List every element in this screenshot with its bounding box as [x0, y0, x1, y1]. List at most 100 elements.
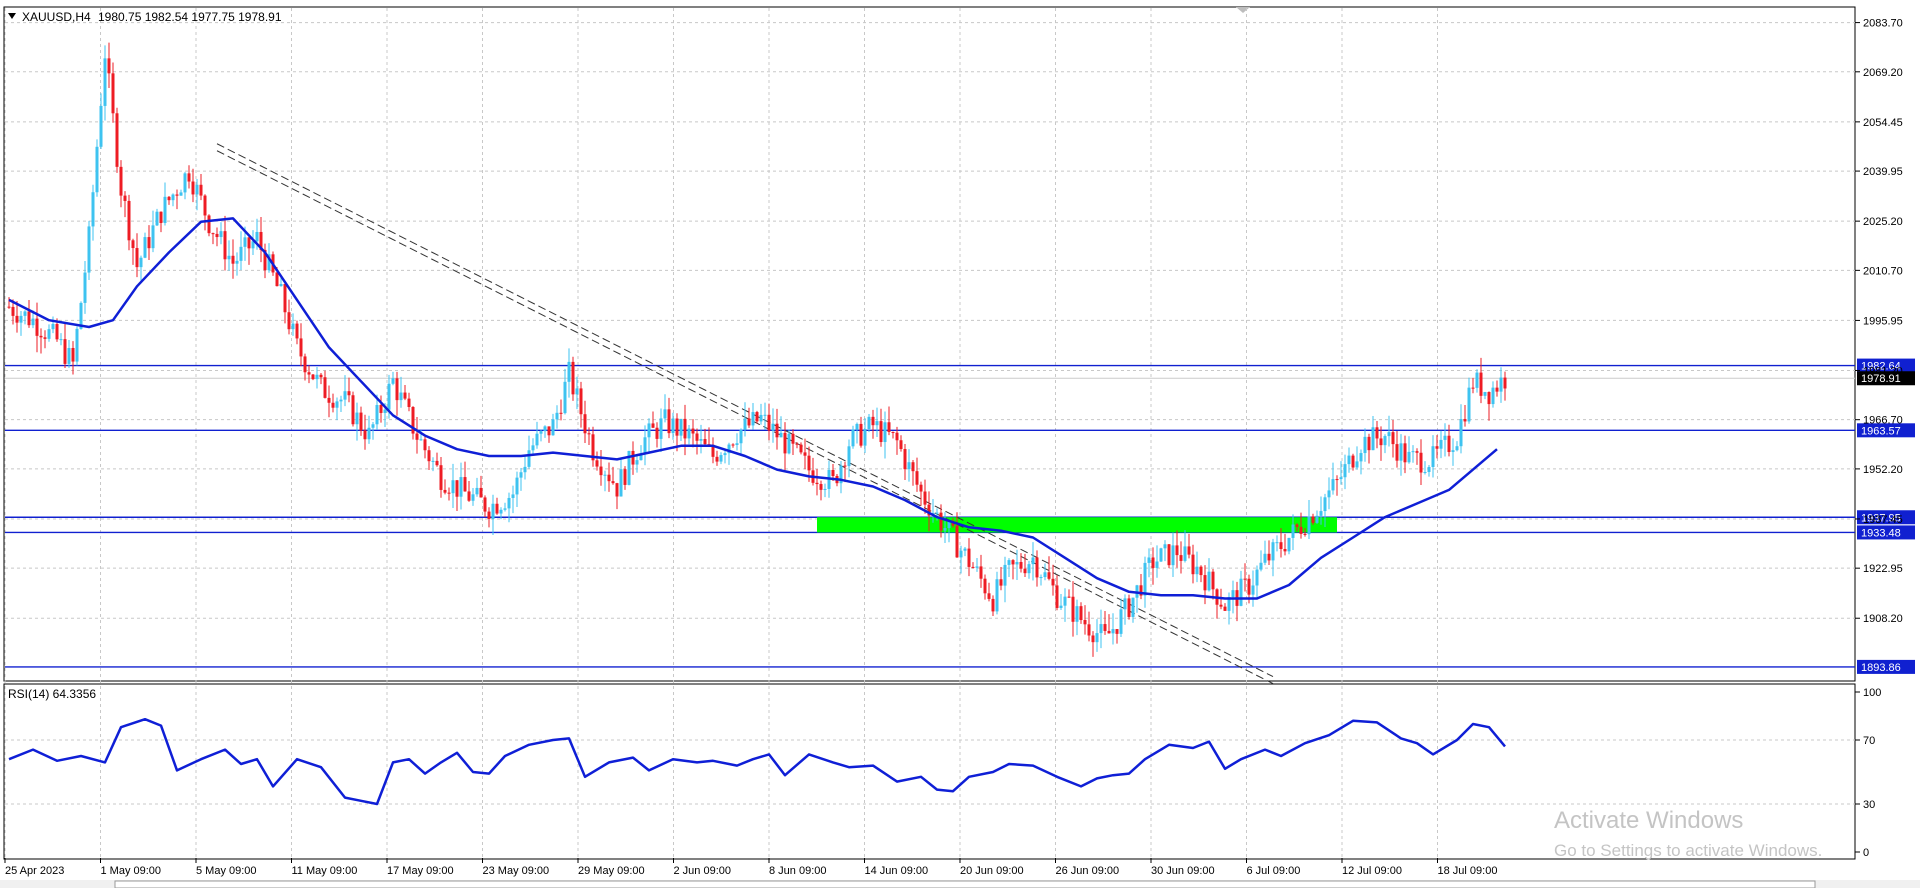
candle-body [103, 58, 107, 106]
candle-body [1375, 427, 1379, 439]
candle-body [127, 200, 131, 241]
candle-body [619, 469, 623, 497]
candle-body [95, 146, 99, 193]
candle-body [7, 306, 11, 308]
candle-body [727, 444, 731, 454]
candle-body [399, 392, 403, 401]
candle-body [419, 439, 423, 441]
candle-body [823, 488, 827, 490]
candle-body [47, 329, 51, 339]
candle-body [375, 405, 379, 425]
candle-body [1271, 542, 1275, 561]
candle-body [1183, 546, 1187, 561]
candle-body [367, 427, 371, 440]
price-level-tag [1857, 525, 1915, 540]
candle-body [1083, 620, 1087, 625]
time-tick-label: 30 Jun 09:00 [1151, 865, 1215, 877]
candle-body [735, 443, 739, 445]
candle-body [1163, 544, 1167, 549]
candle-body [1427, 466, 1431, 472]
candle-body [215, 233, 219, 238]
candle-body [1371, 427, 1375, 451]
candle-body [283, 284, 287, 313]
candle-body [1115, 629, 1119, 634]
candle-body [1415, 451, 1419, 453]
candle-body [187, 173, 191, 182]
candle-body [159, 211, 163, 223]
candle-body [719, 455, 723, 462]
candle-body [439, 465, 443, 490]
candle-body [595, 460, 599, 467]
candle-body [1051, 578, 1055, 586]
candle-body [543, 426, 547, 432]
candle-body [1403, 443, 1407, 463]
candle-body [551, 419, 555, 436]
candle-body [63, 339, 67, 364]
candle-body [515, 477, 519, 495]
candle-body [207, 215, 211, 234]
candle-body [1443, 435, 1447, 440]
candle-body [1479, 372, 1483, 396]
candle-body [851, 429, 855, 447]
collapse-triangle-icon[interactable] [8, 13, 16, 19]
candle-body [1327, 490, 1331, 498]
price-axis: 2083.70 2069.20 2054.45 2039.95 2025.20 2010.… [1855, 18, 1903, 625]
candle-body [699, 439, 703, 441]
candle-body [675, 418, 679, 436]
candle-body [491, 503, 495, 519]
candle-body [167, 196, 171, 201]
candle-body [923, 491, 927, 505]
candle-body [671, 418, 675, 434]
candle-body [899, 440, 903, 450]
candle-body [467, 491, 471, 501]
candle-body [1439, 439, 1443, 449]
price-level-label: 1933.48 [1861, 527, 1901, 539]
candle-body [1475, 372, 1479, 388]
rsi-group [8, 717, 1506, 806]
candle-body [1323, 497, 1327, 512]
candle-body [739, 429, 743, 444]
scroll-marker-icon[interactable] [1236, 7, 1250, 13]
candle-body [1435, 446, 1439, 449]
candle-body [359, 412, 363, 431]
candle-body [499, 509, 503, 514]
candle-body [1075, 606, 1079, 622]
candle-body [723, 453, 727, 456]
candle-body [1143, 562, 1147, 596]
candle-body [967, 548, 971, 567]
candle-body [431, 460, 435, 462]
candle-body [599, 466, 603, 476]
price-tick-label: 2039.95 [1863, 166, 1903, 178]
candle-body [87, 226, 91, 273]
candle-body [795, 443, 799, 445]
price-tick-label: 2025.20 [1863, 216, 1903, 228]
candle-body [803, 452, 807, 456]
candle-body [799, 444, 803, 453]
candle-body [459, 477, 463, 497]
candle-body [395, 378, 399, 401]
moving-average-group [8, 217, 1498, 600]
candle-body [979, 566, 983, 579]
candle-body [503, 508, 507, 510]
candle-body [1487, 392, 1491, 405]
candle-body [483, 497, 487, 512]
candle-body [471, 494, 475, 501]
candle-body [691, 428, 695, 434]
candle-body [295, 323, 299, 339]
rsi-label: RSI(14) 64.3356 [8, 687, 96, 701]
candle-body [479, 487, 483, 498]
candle-body [943, 528, 947, 531]
candle-body [327, 397, 331, 403]
candle-body [575, 388, 579, 395]
candle-body [219, 231, 223, 238]
candle-body [539, 431, 543, 434]
candle-body [1367, 436, 1371, 451]
candle-body [1203, 575, 1207, 591]
candle-body [567, 361, 571, 382]
candle-body [1231, 590, 1235, 598]
candle-body [763, 414, 767, 416]
candle-body [1263, 553, 1267, 563]
candle-body [1287, 537, 1291, 552]
time-tick-label: 25 Apr 2023 [5, 865, 64, 877]
bottom-tab-active[interactable] [114, 880, 1816, 889]
